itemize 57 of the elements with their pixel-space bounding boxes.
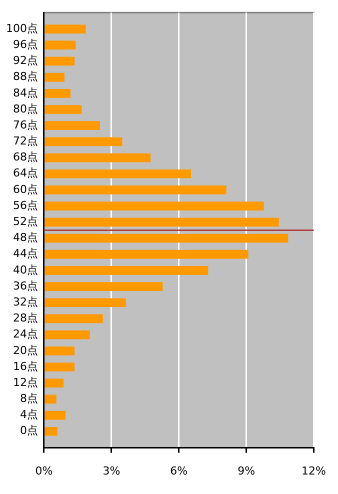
y-tick-label: 68点 xyxy=(12,150,38,164)
y-tick-label: 12点 xyxy=(12,376,38,389)
bar xyxy=(44,186,226,194)
x-tick-label: 0% xyxy=(35,464,53,478)
bar xyxy=(44,153,151,162)
bar xyxy=(44,426,58,436)
y-tick-label: 40点 xyxy=(12,263,38,276)
x-tick-label: 6% xyxy=(170,464,188,478)
y-tick-label: 28点 xyxy=(12,312,38,325)
bar xyxy=(44,282,163,291)
y-tick-label: 96点 xyxy=(12,38,38,51)
bar xyxy=(44,298,126,308)
y-tick-label: 100点 xyxy=(6,22,38,35)
x-tick-label: 12% xyxy=(302,464,326,478)
y-tick-label: 76点 xyxy=(12,118,38,132)
bar xyxy=(44,121,100,130)
bar xyxy=(44,378,64,388)
y-tick-label: 36点 xyxy=(12,279,38,292)
bar xyxy=(44,266,208,275)
x-tick-label: 3% xyxy=(102,464,120,478)
y-tick-label: 72点 xyxy=(12,134,38,148)
bar xyxy=(44,24,86,34)
y-tick-label: 84点 xyxy=(12,86,38,100)
y-tick-label: 4点 xyxy=(20,408,38,422)
bar xyxy=(44,218,279,227)
y-tick-label: 16点 xyxy=(12,360,38,373)
y-tick-label: 56点 xyxy=(12,198,38,212)
bar xyxy=(44,346,75,356)
bar xyxy=(44,362,75,372)
y-tick-label: 48点 xyxy=(12,231,38,244)
y-tick-label: 20点 xyxy=(12,344,38,357)
y-tick-label: 32点 xyxy=(12,295,38,308)
bar xyxy=(44,40,76,50)
bar xyxy=(44,314,103,324)
bar xyxy=(44,56,75,66)
y-tick-label: 60点 xyxy=(12,182,38,196)
bar xyxy=(44,88,71,98)
y-tick-label: 88点 xyxy=(12,70,38,84)
y-tick-label: 44点 xyxy=(12,247,38,260)
bar xyxy=(44,330,90,340)
y-tick-label: 92点 xyxy=(12,54,38,68)
y-tick-label: 0点 xyxy=(20,424,38,438)
bar xyxy=(44,202,264,210)
y-tick-label: 24点 xyxy=(12,328,38,341)
bar xyxy=(44,234,288,243)
x-tick-label: 9% xyxy=(238,464,256,478)
bar xyxy=(44,137,122,146)
y-tick-label: 64点 xyxy=(12,166,38,180)
y-tick-label: 80点 xyxy=(12,102,38,116)
bar xyxy=(44,72,64,82)
y-tick-label: 8点 xyxy=(20,392,38,406)
bar xyxy=(44,169,192,178)
bar xyxy=(44,410,66,420)
bar xyxy=(44,105,82,114)
bar xyxy=(44,394,56,404)
bar xyxy=(44,250,248,259)
y-tick-label: 52点 xyxy=(12,215,38,228)
